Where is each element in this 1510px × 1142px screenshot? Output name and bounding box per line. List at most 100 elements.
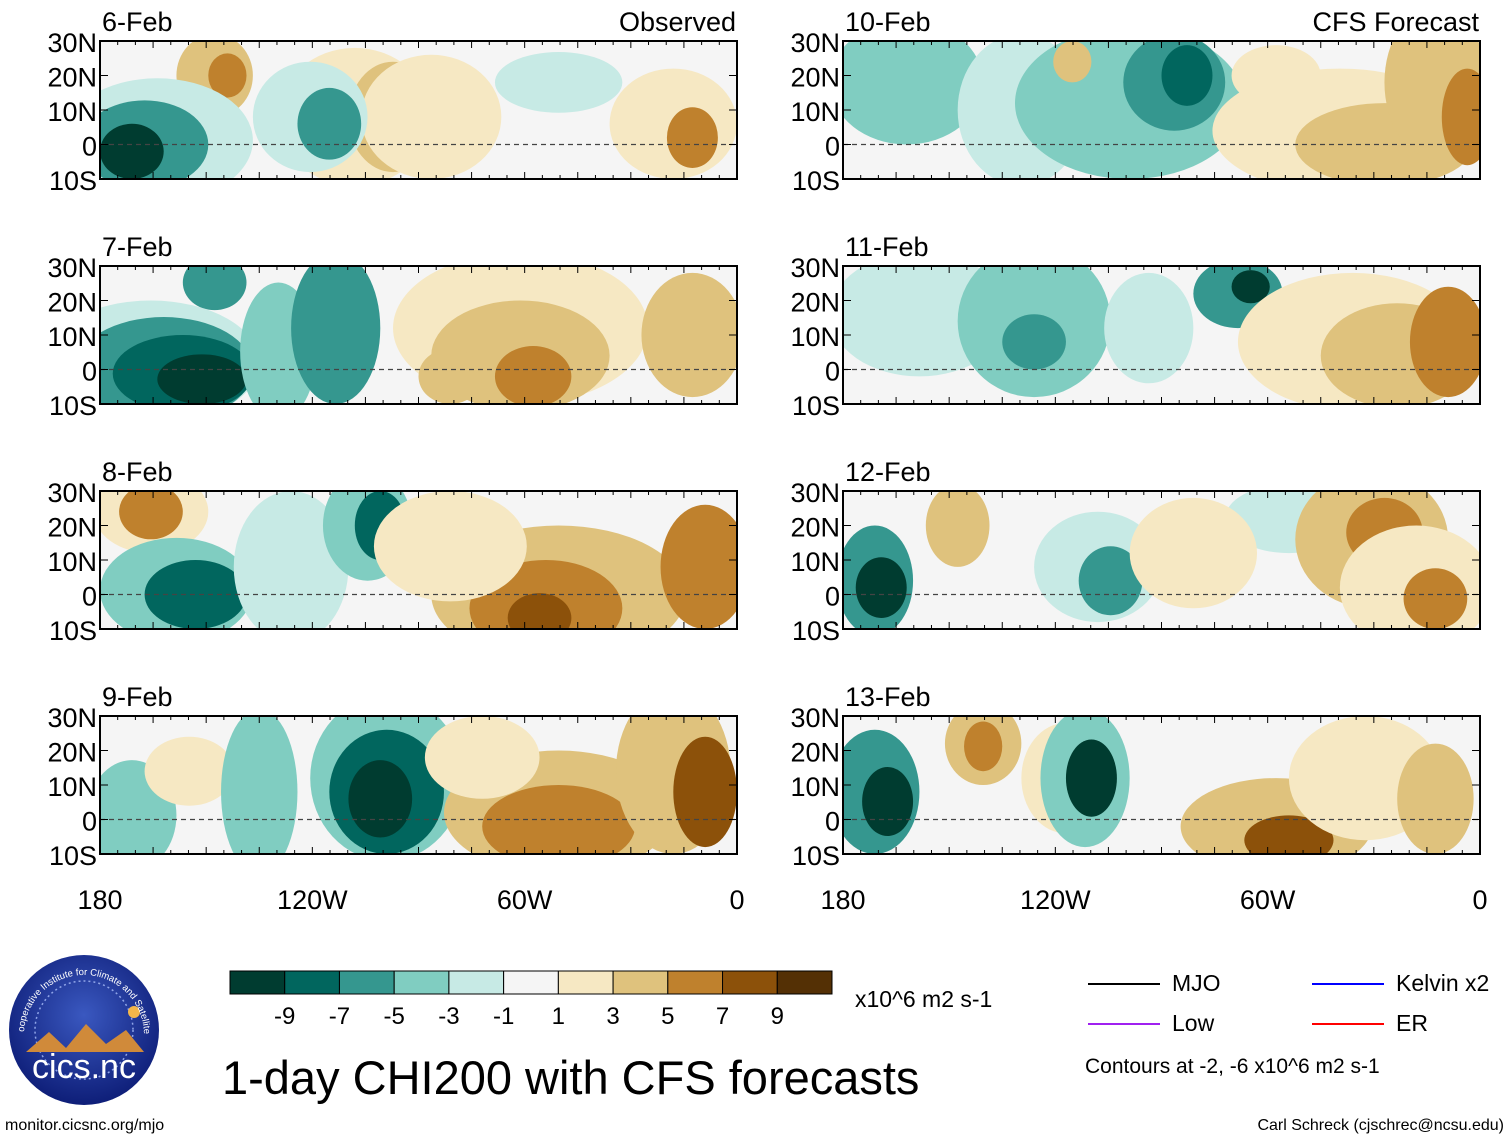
colorbar-tick-label: 1 [552, 1003, 565, 1030]
lon-label: 0 [729, 885, 744, 915]
colorbar-swatch [284, 970, 340, 995]
lat-label: 0 [825, 132, 840, 162]
lat-label: 10S [49, 166, 97, 196]
colorbar-tick-label: 9 [771, 1003, 784, 1030]
lat-label: 10S [792, 391, 840, 421]
colorbar-swatch [393, 970, 450, 995]
legend-label: ER [1396, 1010, 1428, 1036]
field-shade [144, 736, 234, 806]
colorbar: -9 -7 -5 -3 -1 1 3 5 7 9 x10^6 m2 s-1 [229, 970, 992, 1030]
field-shade [1397, 743, 1474, 854]
lon-label: 0 [1472, 885, 1487, 915]
lon-label: 60W [1240, 885, 1296, 915]
colorbar-swatch [448, 970, 505, 995]
field-shade [641, 272, 737, 398]
field-shade [1065, 739, 1117, 817]
footer-url[interactable]: monitor.cicsnc.org/mjo [5, 1117, 165, 1134]
lat-label: 30N [790, 703, 840, 733]
contour-note: Contours at -2, -6 x10^6 m2 s-1 [1085, 1055, 1380, 1078]
field-shade [1441, 68, 1480, 166]
lat-label: 0 [82, 357, 97, 387]
field-shade [424, 716, 540, 799]
field-shade [144, 560, 247, 629]
colorbar-tick-label: -3 [438, 1003, 459, 1030]
logo-inner-ring [34, 980, 134, 1080]
field-shade [1161, 45, 1213, 106]
colorbar-swatch [667, 970, 724, 995]
lat-label: 10S [792, 841, 840, 871]
anomaly-field [100, 266, 737, 404]
field-shade [182, 266, 247, 311]
lon-label: 120W [277, 885, 348, 915]
colorbar-swatch [776, 970, 833, 995]
panel-date: 8-Feb [102, 457, 173, 487]
colorbar-swatch [229, 970, 286, 995]
lat-label: 10N [47, 322, 97, 352]
field-shade [855, 557, 907, 618]
anomaly-field [843, 716, 1480, 854]
field-shade [100, 123, 164, 179]
footer-credit: Carl Schreck (cjschrec@ncsu.edu) [1257, 1117, 1504, 1134]
lat-label: 30N [47, 478, 97, 508]
lat-label: 10S [792, 616, 840, 646]
map-panel-12-Feb: 30N 20N 10N 0 10S 12-Feb [790, 457, 1481, 646]
lon-label: 60W [497, 885, 553, 915]
lat-label: 20N [47, 288, 97, 318]
logo-sun [128, 1006, 140, 1018]
panel-date: 10-Feb [845, 7, 931, 37]
lat-label: 10N [47, 772, 97, 802]
lat-label: 30N [790, 28, 840, 58]
colorbar-swatch [612, 970, 669, 995]
lat-label: 10S [49, 391, 97, 421]
field-shade [291, 266, 381, 404]
lat-label: 10S [792, 166, 840, 196]
legend-label: Kelvin x2 [1396, 970, 1489, 996]
contour-legend: MJO Kelvin x2 Low ER Contours at -2, -6 x10^… [1085, 970, 1489, 1078]
lat-label: 10S [49, 841, 97, 871]
lat-label: 0 [82, 132, 97, 162]
lon-label: 180 [820, 885, 865, 915]
lat-label: 20N [47, 738, 97, 768]
field-shade [1002, 314, 1066, 370]
lon-label: 180 [77, 885, 122, 915]
panel-kind-label: CFS Forecast [1312, 7, 1479, 37]
field-shade [1129, 497, 1258, 609]
map-panel-9-Feb: 30N 20N 10N 0 10S 9-Feb [47, 682, 738, 871]
field-shade [507, 593, 572, 629]
map-panel-11-Feb: 30N 20N 10N 0 10S 11-Feb [790, 232, 1481, 421]
colorbar-tick-label: -5 [384, 1003, 405, 1030]
panel-date: 13-Feb [845, 682, 931, 712]
field-shade [1078, 546, 1143, 616]
anomaly-field [100, 41, 737, 179]
lat-label: 10N [47, 547, 97, 577]
map-panel-8-Feb: 30N 20N 10N 0 10S 8-Feb [47, 457, 738, 646]
field-shade [862, 767, 914, 837]
field-shade [494, 52, 623, 113]
field-shade [208, 53, 247, 98]
colorbar-swatch [503, 970, 559, 995]
field-shade [418, 348, 483, 404]
lat-label: 20N [47, 63, 97, 93]
lat-label: 30N [47, 253, 97, 283]
lat-label: 0 [825, 807, 840, 837]
field-shade [1409, 286, 1480, 398]
panel-date: 12-Feb [845, 457, 931, 487]
logo-mountains [26, 1024, 144, 1052]
map-panel-6-Feb: 30N 20N 10N 0 10S 6-Feb Observed [47, 7, 738, 196]
lat-label: 10N [790, 322, 840, 352]
lat-label: 30N [790, 253, 840, 283]
lat-label: 10N [790, 772, 840, 802]
logo-text: cics.nc [32, 1048, 136, 1086]
lat-label: 0 [825, 582, 840, 612]
map-panel-13-Feb: 30N 20N 10N 0 10S 13-Feb [790, 682, 1481, 871]
field-shade [1053, 41, 1092, 83]
field-shade [1231, 270, 1270, 304]
field-shade [494, 346, 572, 404]
field-shade [925, 491, 990, 567]
colorbar-tick-label: 7 [716, 1003, 729, 1030]
field-shade [482, 785, 636, 854]
panel-date: 11-Feb [845, 232, 929, 262]
field-shade [119, 491, 183, 540]
lat-label: 20N [790, 513, 840, 543]
